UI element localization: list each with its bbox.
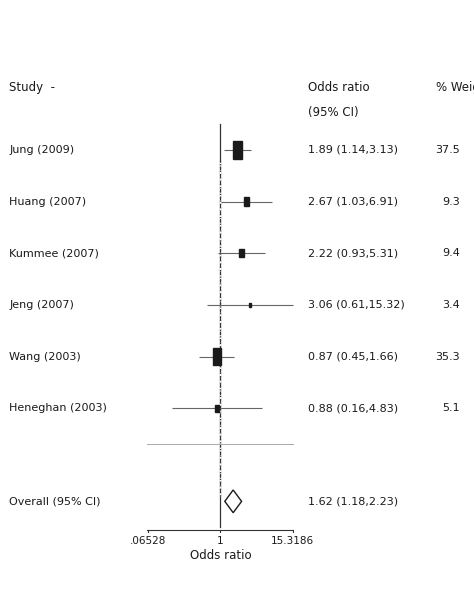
- Text: 15.3186: 15.3186: [271, 536, 314, 546]
- Text: 2.67 (1.03,6.91): 2.67 (1.03,6.91): [308, 197, 398, 207]
- Text: Jung (2009): Jung (2009): [9, 145, 74, 155]
- Text: 0.88 (0.16,4.83): 0.88 (0.16,4.83): [308, 403, 398, 413]
- Text: Jeng (2007): Jeng (2007): [9, 300, 74, 310]
- Text: Heneghan (2003): Heneghan (2003): [9, 403, 107, 413]
- Bar: [215, 405, 219, 412]
- Text: 3.06 (0.61,15.32): 3.06 (0.61,15.32): [308, 300, 405, 310]
- Text: Kummee (2007): Kummee (2007): [9, 248, 100, 258]
- Bar: [249, 303, 251, 308]
- Text: 0.87 (0.45,1.66): 0.87 (0.45,1.66): [308, 352, 398, 362]
- Text: Huang (2007): Huang (2007): [9, 197, 87, 207]
- Text: 9.3: 9.3: [442, 197, 460, 207]
- Text: 1: 1: [217, 536, 224, 546]
- Text: (95% CI): (95% CI): [308, 106, 359, 119]
- Bar: [212, 349, 221, 365]
- Text: 1.89 (1.14,3.13): 1.89 (1.14,3.13): [308, 145, 398, 155]
- Polygon shape: [225, 490, 242, 513]
- Text: 35.3: 35.3: [435, 352, 460, 362]
- Bar: [233, 141, 242, 159]
- Text: 37.5: 37.5: [435, 145, 460, 155]
- Bar: [239, 249, 244, 257]
- Text: Odds ratio: Odds ratio: [308, 81, 370, 95]
- Text: Study  -: Study -: [9, 81, 55, 95]
- Text: % Weight: % Weight: [436, 81, 474, 95]
- Text: Wang (2003): Wang (2003): [9, 352, 81, 362]
- Text: 3.4: 3.4: [442, 300, 460, 310]
- Text: .06528: .06528: [130, 536, 166, 546]
- Text: 1.62 (1.18,2.23): 1.62 (1.18,2.23): [308, 496, 398, 507]
- Bar: [244, 197, 248, 206]
- Text: 5.1: 5.1: [442, 403, 460, 413]
- Text: Odds ratio: Odds ratio: [190, 549, 251, 563]
- Text: 2.22 (0.93,5.31): 2.22 (0.93,5.31): [308, 248, 398, 258]
- Text: Overall (95% CI): Overall (95% CI): [9, 496, 101, 507]
- Text: 9.4: 9.4: [442, 248, 460, 258]
